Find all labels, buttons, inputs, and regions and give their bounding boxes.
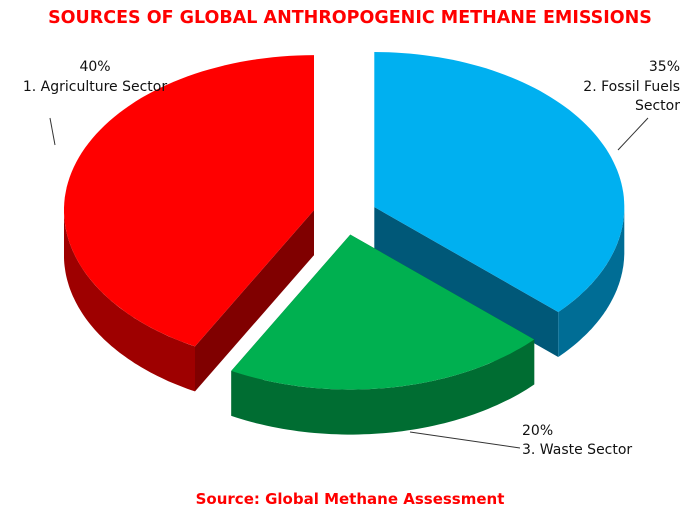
slice-side	[64, 210, 195, 392]
slice-group	[64, 55, 314, 392]
slice-side	[231, 339, 535, 435]
chart-title: SOURCES OF GLOBAL ANTHROPOGENIC METHANE …	[48, 8, 652, 28]
slice-group	[231, 234, 535, 435]
category-label: 2. Fossil Fuels Sector	[583, 79, 680, 114]
pie-slice	[231, 234, 535, 390]
pie-slice	[374, 52, 625, 312]
leader-line	[409, 431, 521, 449]
category-label: 1. Agriculture Sector	[22, 79, 168, 95]
leader-line	[617, 117, 649, 151]
slice-side	[558, 207, 625, 357]
slice-group	[374, 52, 625, 357]
slice-cut-wall	[195, 210, 314, 392]
category-label: 3. Waste Sector	[522, 442, 633, 458]
slice-cut-wall	[374, 207, 559, 357]
data-label: 35%	[648, 59, 680, 75]
pie-slice	[64, 55, 314, 347]
data-label: 40%	[79, 59, 111, 75]
source-note: Source: Global Methane Assessment	[195, 490, 505, 508]
data-label: 20%	[522, 423, 554, 439]
leader-line	[49, 117, 56, 146]
